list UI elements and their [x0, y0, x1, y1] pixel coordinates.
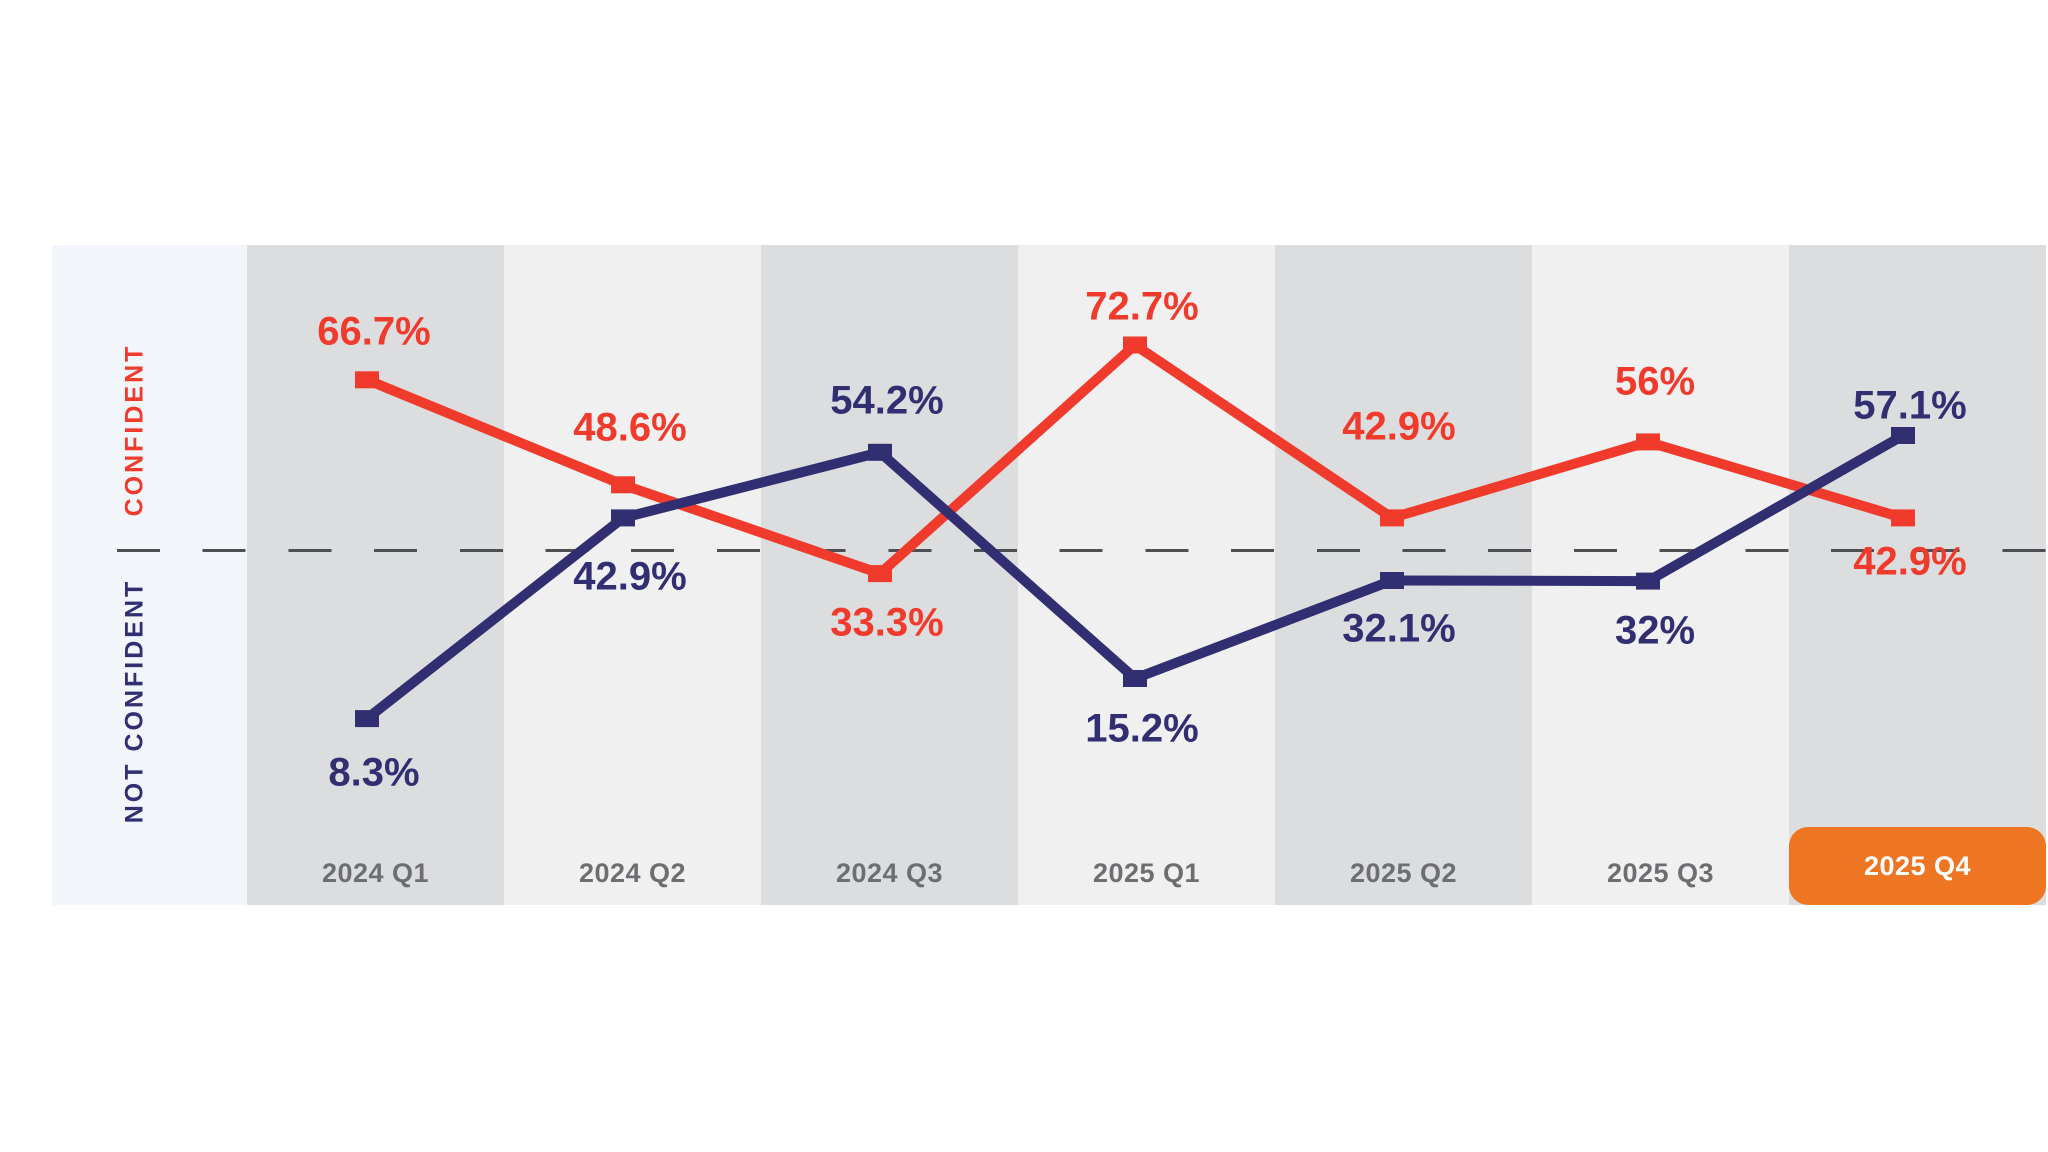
not-confident-marker-2025-q2: [1380, 572, 1404, 589]
x-axis-label-2024-q2: 2024 Q2: [578, 858, 687, 888]
x-axis-label-2025-q1: 2025 Q1: [1092, 858, 1201, 888]
dashed-divider-line: [117, 549, 2048, 552]
confident-marker-2025-q3: [1636, 433, 1660, 451]
not-confident-marker-2025-q4: [1891, 427, 1915, 444]
confident-marker-2025-q4: [1891, 509, 1915, 527]
confident-marker-2024-q2: [611, 476, 635, 494]
value-label-not-confident-2025-q1: 15.2%: [1085, 706, 1199, 751]
not-confident-marker-2024-q1: [355, 710, 379, 728]
confident-marker-2024-q3: [868, 565, 892, 583]
value-label-confident-2024-q2: 48.6%: [573, 405, 687, 450]
x-axis-label-2024-q3: 2024 Q3: [835, 858, 944, 888]
x-axis-label-2024-q1: 2024 Q1: [321, 858, 430, 888]
value-label-confident-2025-q2: 42.9%: [1342, 404, 1456, 449]
value-label-not-confident-2024-q1: 8.3%: [328, 750, 420, 795]
quarter-band-2024-q1: [247, 245, 504, 905]
quarter-band-2025-q4: [1789, 245, 2046, 905]
not-confident-marker-2024-q2: [611, 509, 635, 527]
not-confident-marker-2025-q3: [1636, 572, 1660, 590]
confident-marker-2024-q1: [355, 371, 379, 389]
value-label-not-confident-2024-q2: 42.9%: [573, 554, 687, 599]
value-label-not-confident-2025-q2: 32.1%: [1342, 606, 1456, 651]
value-label-confident-2025-q4: 42.9%: [1853, 539, 1967, 584]
x-axis-label-2025-q4: 2025 Q4: [1863, 850, 1972, 881]
value-label-confident-2024-q3: 33.3%: [830, 600, 944, 645]
confident-marker-2025-q2: [1380, 509, 1404, 527]
x-axis-label-2025-q2: 2025 Q2: [1349, 858, 1458, 888]
highlight-badge-2025-q4: 2025 Q4: [1789, 827, 2046, 905]
confident-marker-2025-q1: [1123, 336, 1147, 354]
not-confident-marker-2025-q1: [1123, 670, 1147, 687]
value-label-confident-2025-q1: 72.7%: [1085, 284, 1199, 329]
not-confident-marker-2024-q3: [868, 443, 892, 461]
value-label-not-confident-2024-q3: 54.2%: [830, 378, 944, 423]
y-axis-band: CONFIDENT NOT CONFIDENT: [52, 245, 247, 905]
value-label-not-confident-2025-q3: 32%: [1614, 608, 1696, 653]
x-axis-label-2025-q3: 2025 Q3: [1606, 858, 1715, 888]
value-label-confident-2025-q3: 56%: [1614, 359, 1696, 404]
value-label-not-confident-2025-q4: 57.1%: [1853, 383, 1967, 428]
value-label-confident-2024-q1: 66.7%: [317, 309, 431, 354]
